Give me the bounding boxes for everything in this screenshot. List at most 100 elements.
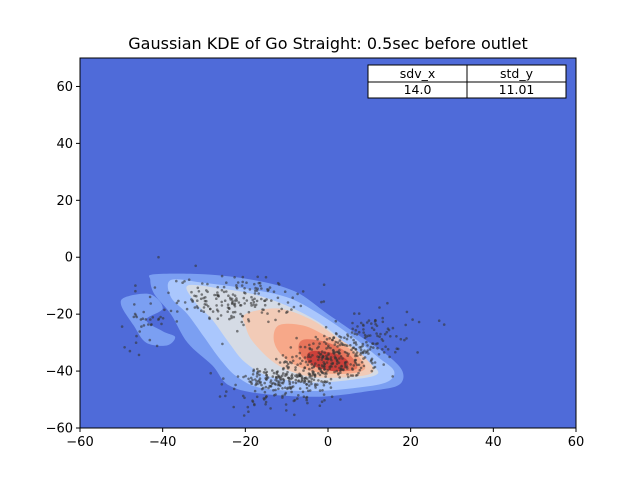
scatter-point xyxy=(307,355,310,359)
scatter-point xyxy=(266,312,269,315)
scatter-point xyxy=(370,369,374,373)
scatter-point xyxy=(176,310,179,313)
scatter-point xyxy=(323,367,326,371)
scatter-point xyxy=(235,286,239,290)
scatter-point xyxy=(267,386,270,390)
scatter-point xyxy=(260,387,264,391)
scatter-point xyxy=(196,299,199,303)
scatter-point xyxy=(265,298,268,301)
scatter-point xyxy=(381,320,385,324)
scatter-point xyxy=(255,375,259,378)
scatter-point xyxy=(338,335,341,338)
scatter-point xyxy=(220,274,224,278)
scatter-point xyxy=(290,308,293,311)
scatter-point xyxy=(206,282,209,286)
scatter-point xyxy=(313,374,317,377)
scatter-point xyxy=(263,368,267,371)
scatter-point xyxy=(281,354,285,357)
scatter-point xyxy=(181,281,184,285)
scatter-point xyxy=(147,323,150,326)
scatter-point xyxy=(269,407,272,410)
scatter-point xyxy=(138,330,141,333)
scatter-point xyxy=(320,400,324,404)
scatter-point xyxy=(302,369,305,372)
scatter-point xyxy=(233,276,236,279)
scatter-point xyxy=(382,351,386,354)
scatter-point xyxy=(437,319,441,323)
scatter-point xyxy=(370,322,373,325)
scatter-point xyxy=(272,290,276,294)
scatter-point xyxy=(368,348,372,351)
scatter-point xyxy=(305,386,309,390)
scatter-point xyxy=(215,308,219,312)
scatter-point xyxy=(339,371,342,375)
scatter-point xyxy=(253,289,257,293)
scatter-point xyxy=(292,305,296,309)
scatter-point xyxy=(301,359,304,363)
scatter-point xyxy=(248,288,252,291)
scatter-point xyxy=(231,299,234,303)
scatter-point xyxy=(233,294,237,298)
table-value-sdv-x: 14.0 xyxy=(404,82,432,97)
scatter-point xyxy=(251,400,255,404)
scatter-point xyxy=(395,347,399,351)
scatter-point xyxy=(350,348,353,352)
scatter-point xyxy=(391,375,395,378)
scatter-point xyxy=(342,343,345,347)
scatter-point xyxy=(226,310,229,314)
scatter-point xyxy=(222,285,226,289)
scatter-point xyxy=(334,340,338,344)
scatter-point xyxy=(355,351,359,354)
scatter-point xyxy=(286,301,290,304)
scatter-point xyxy=(340,365,343,368)
scatter-point xyxy=(325,347,328,350)
scatter-point xyxy=(344,343,347,347)
scatter-point xyxy=(241,280,244,284)
scatter-point xyxy=(311,373,315,376)
x-tick-label: −40 xyxy=(149,435,176,450)
scatter-point xyxy=(333,370,336,374)
scatter-point xyxy=(249,301,253,305)
scatter-point xyxy=(243,291,246,294)
scatter-point xyxy=(352,341,356,345)
scatter-point xyxy=(151,316,155,319)
scatter-point xyxy=(274,376,278,379)
scatter-point xyxy=(319,353,322,356)
scatter-point xyxy=(220,304,224,307)
scatter-point xyxy=(271,369,274,372)
scatter-point xyxy=(308,343,311,347)
scatter-point xyxy=(312,378,316,382)
scatter-point xyxy=(323,334,326,338)
scatter-point xyxy=(349,344,352,347)
scatter-point xyxy=(303,379,307,382)
scatter-point xyxy=(310,363,314,366)
scatter-point xyxy=(310,382,313,386)
scatter-point xyxy=(371,342,374,345)
scatter-point xyxy=(354,361,358,365)
scatter-point xyxy=(140,325,143,328)
scatter-point xyxy=(395,335,398,338)
scatter-point xyxy=(142,310,145,314)
scatter-point xyxy=(295,336,298,340)
scatter-point xyxy=(308,367,311,371)
scatter-point xyxy=(301,390,305,394)
scatter-point xyxy=(323,372,326,375)
scatter-point xyxy=(286,376,290,380)
scatter-point xyxy=(375,332,378,335)
scatter-point xyxy=(308,373,312,377)
scatter-point xyxy=(183,301,187,304)
stats-table: sdv_x std_y 14.0 11.01 xyxy=(367,64,567,99)
scatter-point xyxy=(236,281,240,284)
scatter-point xyxy=(281,394,284,398)
scatter-point xyxy=(318,373,322,377)
scatter-point xyxy=(241,394,245,398)
scatter-point xyxy=(299,345,302,349)
scatter-point xyxy=(384,345,387,349)
scatter-point xyxy=(373,361,377,364)
scatter-point xyxy=(320,358,324,361)
scatter-point xyxy=(288,360,292,364)
scatter-point xyxy=(291,355,294,359)
scatter-point xyxy=(215,304,218,307)
scatter-point xyxy=(330,365,333,368)
scatter-point xyxy=(284,360,287,363)
